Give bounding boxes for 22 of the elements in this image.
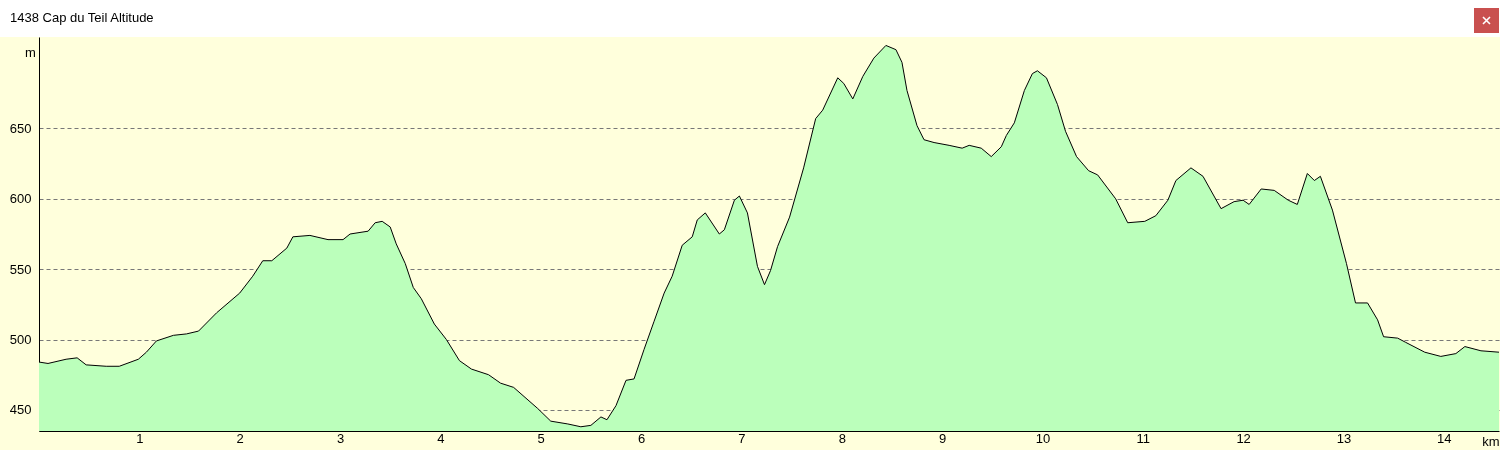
chart-title: 1438 Cap du Teil Altitude <box>10 10 154 25</box>
y-tick-label: 500 <box>9 332 32 348</box>
x-tick-label: 4 <box>437 430 445 446</box>
x-axis-title: km <box>1482 433 1500 449</box>
x-tick-label: 5 <box>537 430 545 446</box>
x-tick-label: 10 <box>1035 430 1051 446</box>
y-tick-label: 550 <box>9 261 32 277</box>
x-tick-label: 8 <box>838 430 846 446</box>
x-tick-label: 13 <box>1336 430 1352 446</box>
x-tick-label: 6 <box>637 430 646 446</box>
y-tick-label: 450 <box>9 402 32 418</box>
x-tick-label: 14 <box>1437 430 1452 446</box>
x-tick-label: 11 <box>1136 430 1151 446</box>
x-tick-label: 3 <box>336 430 345 446</box>
x-tick-label: 2 <box>236 430 244 446</box>
y-tick-label: 650 <box>9 120 32 136</box>
y-axis-title: m <box>25 44 36 60</box>
x-tick-label: 7 <box>738 430 746 446</box>
x-tick-label: 1 <box>136 430 144 446</box>
x-tick-label: 9 <box>938 430 947 446</box>
x-tick-label: 12 <box>1236 430 1251 446</box>
y-tick-label: 600 <box>9 191 32 207</box>
